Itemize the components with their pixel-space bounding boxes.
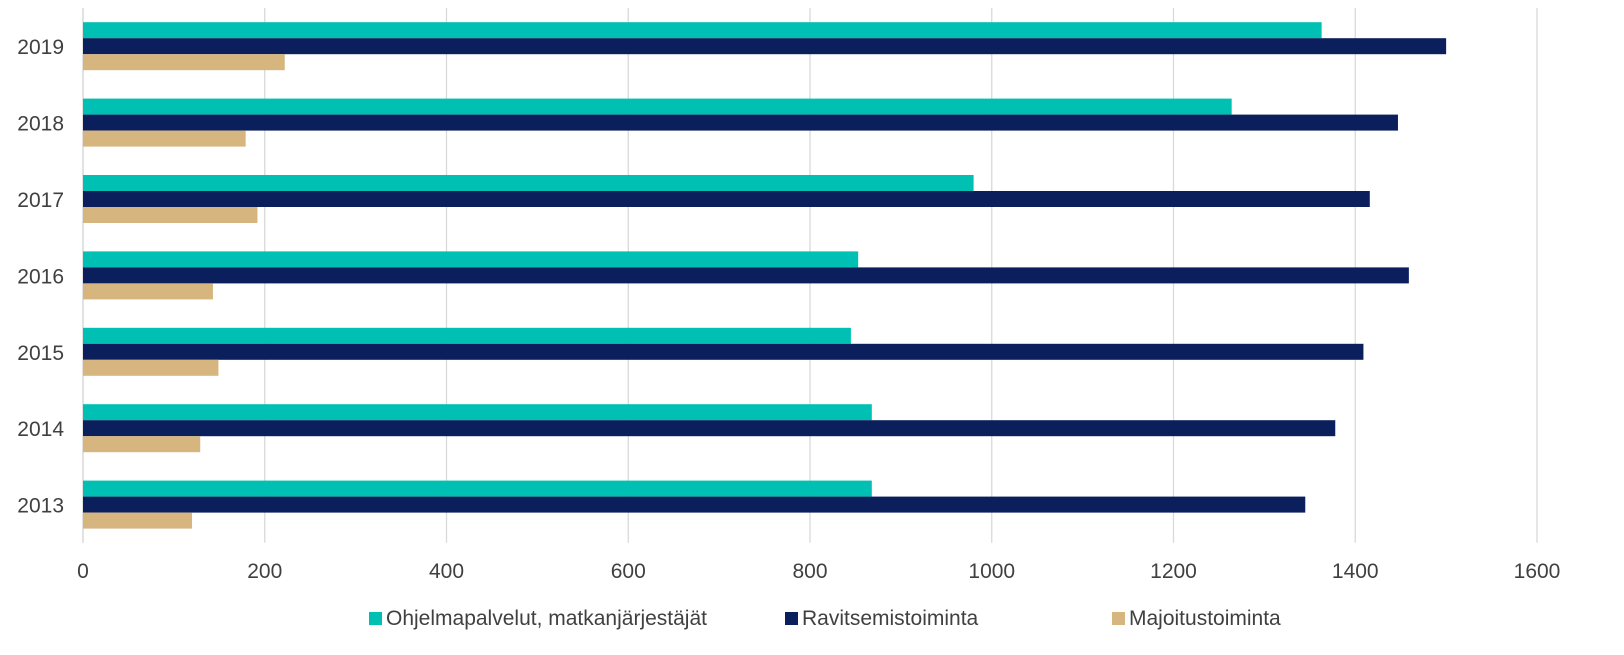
x-tick-label: 1200 <box>1150 560 1197 583</box>
x-tick-label: 0 <box>77 560 89 583</box>
y-tick-label: 2013 <box>17 495 64 518</box>
bar <box>83 207 258 223</box>
bar <box>83 480 872 497</box>
bar <box>83 22 1322 39</box>
legend-swatch <box>785 612 798 625</box>
bar <box>83 38 1447 55</box>
legend-label: Majoitustoiminta <box>1129 607 1281 630</box>
y-tick-label: 2017 <box>17 189 64 212</box>
x-tick-label: 1400 <box>1332 560 1379 583</box>
bar <box>83 404 872 421</box>
bar <box>83 54 285 71</box>
y-tick-label: 2015 <box>17 342 64 365</box>
bar <box>83 130 246 147</box>
bar <box>83 267 1409 284</box>
bars <box>83 22 1447 529</box>
x-tick-label: 1600 <box>1514 560 1561 583</box>
y-tick-label: 2014 <box>17 418 64 441</box>
bar <box>83 191 1370 207</box>
bar <box>83 420 1336 437</box>
bar <box>83 175 974 191</box>
bar <box>83 343 1364 360</box>
bar <box>83 359 219 376</box>
y-tick-label: 2019 <box>17 36 64 59</box>
x-axis-ticks: 0 200 400 600 800 1000 1200 1400 1600 <box>77 560 1560 583</box>
y-tick-label: 2016 <box>17 265 64 288</box>
bar <box>83 251 859 268</box>
legend-swatch <box>369 612 382 625</box>
bar <box>83 98 1232 115</box>
x-tick-label: 600 <box>611 560 646 583</box>
bar <box>83 436 201 453</box>
y-axis-ticks: 2019 2018 2017 2016 2015 2014 2013 <box>17 36 64 517</box>
bar <box>83 512 193 529</box>
legend-label: Ohjelmapalvelut, matkanjärjestäjät <box>386 607 707 630</box>
bar <box>83 496 1306 513</box>
x-tick-label: 1000 <box>968 560 1015 583</box>
x-tick-label: 800 <box>792 560 827 583</box>
legend-swatch <box>1112 612 1125 625</box>
x-tick-label: 200 <box>247 560 282 583</box>
y-tick-label: 2018 <box>17 113 64 136</box>
bar <box>83 327 851 344</box>
legend: Ohjelmapalvelut, matkanjärjestäjät Ravits… <box>369 607 1281 630</box>
legend-label: Ravitsemistoiminta <box>802 607 979 630</box>
bar <box>83 114 1398 131</box>
x-tick-label: 400 <box>429 560 464 583</box>
bar <box>83 283 213 300</box>
